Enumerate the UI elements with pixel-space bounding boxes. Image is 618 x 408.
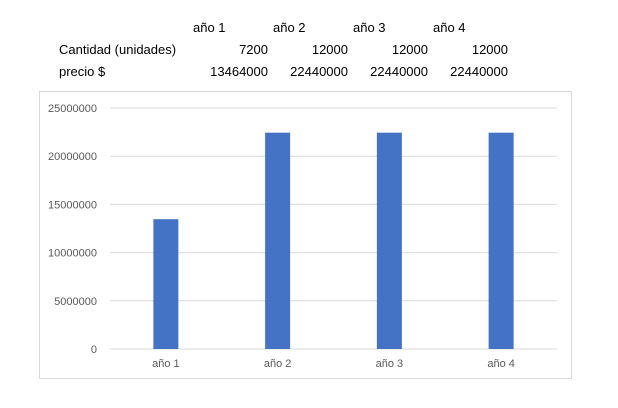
x-tick-label: año 4 [487, 358, 515, 370]
bar-chart: 0 5000000 10000000 15000000 20000000 25000000… [48, 103, 557, 370]
y-tick-label: 5000000 [54, 296, 97, 308]
bar [376, 132, 402, 349]
chart-area: 0 5000000 10000000 15000000 20000000 25000000… [39, 91, 572, 379]
x-tick-label: año 3 [376, 358, 404, 370]
column-header-ano-2: año 2 [273, 20, 306, 35]
bar [265, 132, 291, 349]
bar [488, 132, 514, 349]
column-header-ano-4: año 4 [433, 20, 466, 35]
table-cell: 12000 [311, 42, 348, 57]
table-cell: 22440000 [450, 64, 508, 79]
x-tick-label: año 1 [152, 358, 180, 370]
table-cell: 22440000 [370, 64, 428, 79]
column-header-ano-1: año 1 [193, 20, 226, 35]
row-label-cantidad: Cantidad (unidades) [59, 42, 177, 57]
x-tick-label: año 2 [264, 358, 292, 370]
bar [153, 219, 179, 349]
column-header-ano-3: año 3 [353, 20, 386, 35]
table-cell: 22440000 [290, 64, 348, 79]
table-cell: 13464000 [210, 64, 268, 79]
table-cell: 12000 [471, 42, 508, 57]
y-tick-label: 15000000 [48, 199, 97, 211]
y-tick-label: 20000000 [48, 151, 97, 163]
row-label-precio: precio $ [59, 64, 106, 79]
table-cell: 7200 [239, 42, 268, 57]
y-tick-label: 25000000 [48, 103, 97, 115]
y-tick-label: 10000000 [48, 248, 97, 260]
y-tick-label: 0 [91, 344, 97, 356]
table-cell: 12000 [391, 42, 428, 57]
